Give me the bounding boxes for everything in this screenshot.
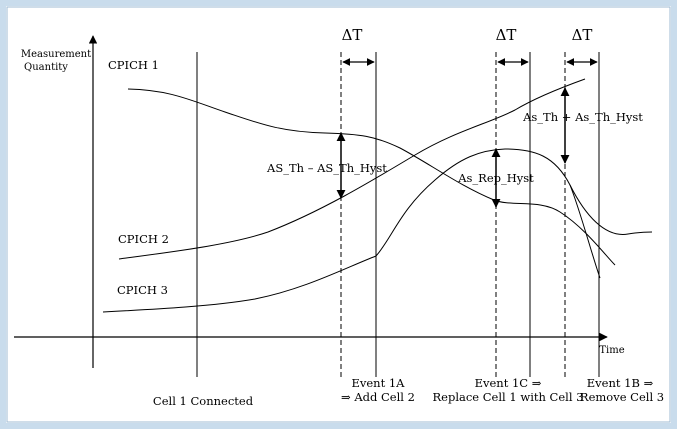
delta-t-label-3: ΔT (572, 26, 593, 44)
cpich1-label: CPICH 1 (108, 58, 159, 72)
delta-t-label-2: ΔT (496, 26, 517, 44)
y-axis-label-line1: Measurement (21, 49, 91, 60)
cpich3-curve (102, 148, 653, 313)
event1b-label-line2: Remove Cell 3 (580, 390, 664, 404)
event1a-label-line1: Event 1A (351, 376, 405, 390)
y-axis-label-line2: Quantity (24, 62, 68, 73)
cpich2-label: CPICH 2 (118, 232, 169, 246)
frame-inner-border (6, 6, 671, 423)
cpich3-label: CPICH 3 (117, 283, 168, 297)
event1c-label-line2: Replace Cell 1 with Cell 3 (433, 390, 584, 404)
event1a-label-line2: ⇒ Add Cell 2 (341, 390, 415, 404)
as-rep-hyst-label: As_Rep_Hyst (457, 171, 534, 185)
as-th-minus-hyst-label: AS_Th – AS_Th_Hyst (266, 161, 387, 175)
cell1-connected-label: Cell 1 Connected (153, 394, 254, 408)
cpich1-curve (127, 88, 616, 266)
cpich3-branch-curve (569, 184, 601, 279)
as-th-plus-hyst-label: As_Th + As_Th_Hyst (522, 110, 643, 124)
cpich2-curve (118, 78, 586, 260)
delta-t-label-1: ΔT (342, 26, 363, 44)
event1b-label-line1: Event 1B ⇒ (587, 376, 654, 390)
x-axis-label: Time (599, 345, 624, 356)
event1c-label-line1: Event 1C ⇒ (475, 376, 542, 390)
